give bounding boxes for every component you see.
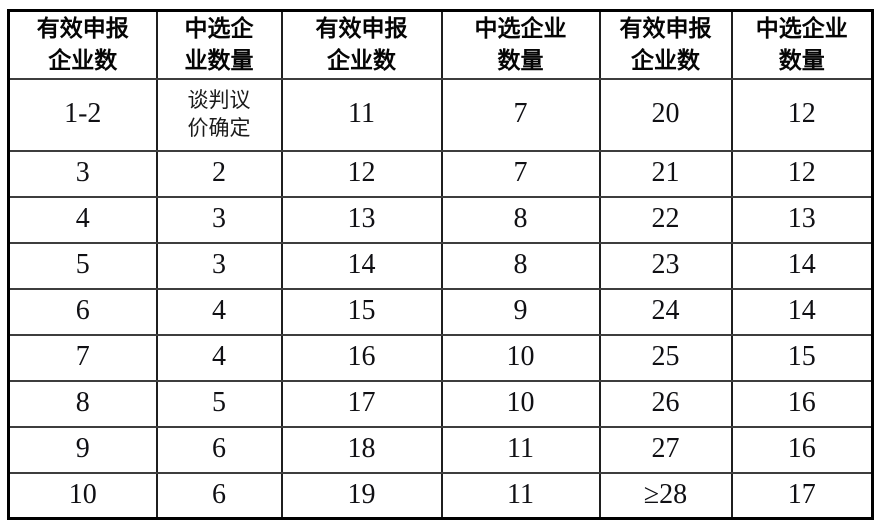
table-cell: 13 [280, 195, 443, 244]
table-cell: 23 [598, 241, 733, 290]
table-cell: 4 [155, 333, 283, 382]
column-header-selected-count-1: 中选企 业数量 [155, 9, 283, 80]
table-cell: 9 [440, 287, 601, 336]
table-cell: 27 [598, 425, 733, 474]
table-cell: 7 [440, 77, 601, 152]
table-row: 10 6 19 11 ≥28 17 [7, 471, 874, 520]
table-cell: 4 [155, 287, 283, 336]
table-cell: 7 [7, 333, 158, 382]
table-cell: 2 [155, 149, 283, 198]
table-cell: 6 [155, 425, 283, 474]
table-cell: 9 [7, 425, 158, 474]
column-header-valid-declared-3: 有效申报 企业数 [598, 9, 733, 80]
table-cell: 13 [730, 195, 874, 244]
table-cell: 1-2 [7, 77, 158, 152]
table-row: 8 5 17 10 26 16 [7, 379, 874, 428]
table-row: 4 3 13 8 22 13 [7, 195, 874, 244]
table-cell: 7 [440, 149, 601, 198]
table-cell: 10 [440, 333, 601, 382]
table-cell: 5 [155, 379, 283, 428]
table-cell-negotiation-note: 谈判议 价确定 [155, 77, 283, 152]
table-cell: 26 [598, 379, 733, 428]
column-header-valid-declared-2: 有效申报 企业数 [280, 9, 443, 80]
table-cell: 17 [280, 379, 443, 428]
table-body: 1-2 谈判议 价确定 11 7 20 12 3 2 12 7 21 12 4 … [7, 77, 874, 520]
table-cell: 6 [155, 471, 283, 520]
table-row: 3 2 12 7 21 12 [7, 149, 874, 198]
table-cell: 10 [7, 471, 158, 520]
column-header-selected-count-3: 中选企业 数量 [730, 9, 874, 80]
table-cell: 3 [155, 241, 283, 290]
table-cell: 19 [280, 471, 443, 520]
table-cell: 15 [280, 287, 443, 336]
table-row: 7 4 16 10 25 15 [7, 333, 874, 382]
table-cell: 24 [598, 287, 733, 336]
table-row: 6 4 15 9 24 14 [7, 287, 874, 336]
table-cell: 5 [7, 241, 158, 290]
table-cell: 4 [7, 195, 158, 244]
table-cell: 17 [730, 471, 874, 520]
table-cell: 6 [7, 287, 158, 336]
table-cell: 12 [730, 77, 874, 152]
table-cell: 12 [730, 149, 874, 198]
table-cell: 16 [730, 379, 874, 428]
table-cell: 3 [155, 195, 283, 244]
table-cell: 3 [7, 149, 158, 198]
table-row: 5 3 14 8 23 14 [7, 241, 874, 290]
table-row: 9 6 18 11 27 16 [7, 425, 874, 474]
table-cell: 18 [280, 425, 443, 474]
table-cell: 22 [598, 195, 733, 244]
table-cell: 21 [598, 149, 733, 198]
table-cell: 11 [440, 471, 601, 520]
column-header-selected-count-2: 中选企业 数量 [440, 9, 601, 80]
table-cell: 11 [440, 425, 601, 474]
table-cell-geq: ≥28 [598, 471, 733, 520]
table-row: 1-2 谈判议 价确定 11 7 20 12 [7, 77, 874, 152]
table-cell: 25 [598, 333, 733, 382]
table-cell: 14 [730, 287, 874, 336]
table-cell: 12 [280, 149, 443, 198]
table-cell: 14 [280, 241, 443, 290]
table-cell: 10 [440, 379, 601, 428]
table-cell: 8 [440, 195, 601, 244]
table-cell: 16 [280, 333, 443, 382]
table-cell: 14 [730, 241, 874, 290]
enterprise-selection-table: 有效申报 企业数 中选企 业数量 有效申报 企业数 中选企业 数量 有效申报 企… [7, 9, 874, 520]
table-cell: 8 [7, 379, 158, 428]
table-cell: 15 [730, 333, 874, 382]
table-cell: 11 [280, 77, 443, 152]
table-header-row: 有效申报 企业数 中选企 业数量 有效申报 企业数 中选企业 数量 有效申报 企… [7, 9, 874, 80]
column-header-valid-declared-1: 有效申报 企业数 [7, 9, 158, 80]
table-cell: 20 [598, 77, 733, 152]
table-cell: 16 [730, 425, 874, 474]
table-cell: 8 [440, 241, 601, 290]
